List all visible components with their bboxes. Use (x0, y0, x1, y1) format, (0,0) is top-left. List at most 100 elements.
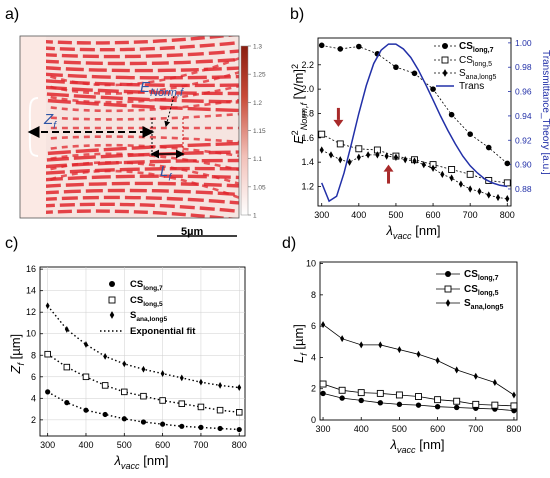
panel-label-c: c) (5, 235, 18, 252)
legend-label: Exponential fit (130, 326, 196, 337)
y-tick-label: 12 (26, 307, 36, 317)
field-map-frame (19, 35, 240, 219)
x-tick-label: 700 (193, 440, 208, 450)
y-tick-label: 6 (31, 372, 36, 382)
data-point (318, 130, 326, 138)
y-axis-title: Lf​ [µm] (291, 324, 309, 363)
data-point (412, 157, 417, 165)
y-tick-label: 2.0 (301, 84, 314, 94)
data-point (477, 187, 482, 196)
legend-label: CSlong,7​ (464, 269, 499, 282)
plot-frame (39, 266, 246, 437)
data-point (336, 140, 344, 148)
x-tick-label: 800 (506, 424, 521, 434)
data-point (319, 146, 324, 154)
data-point (236, 409, 243, 416)
data-point (339, 395, 345, 401)
legend-label: Sana,long5​ (464, 298, 503, 311)
data-point (236, 426, 242, 433)
data-point (198, 378, 203, 386)
data-point (472, 400, 480, 408)
data-point (140, 419, 147, 425)
data-point (503, 179, 511, 187)
y-tick-label: 4 (311, 352, 316, 362)
y-tick-label: 2 (31, 415, 36, 425)
legend-swatch (109, 311, 115, 319)
data-point (340, 335, 345, 343)
data-point (492, 378, 497, 386)
data-point (45, 389, 51, 395)
fringe-focus (39, 152, 239, 172)
y-tick-label: 1.2 (301, 182, 314, 192)
fringe-focus (39, 169, 239, 200)
data-point (397, 346, 402, 354)
x-tick-label: 300 (314, 210, 329, 220)
colorbar-tick-label: 1.3 (253, 44, 262, 51)
data-point (63, 363, 71, 371)
legend-label: Sana,long5​ (459, 68, 497, 81)
data-point (421, 160, 426, 169)
data-point (237, 384, 242, 391)
enorm-pointer (164, 95, 175, 128)
data-point (448, 111, 455, 118)
y-tick-label: 16 (26, 264, 36, 274)
data-point (378, 341, 383, 349)
data-point (458, 180, 463, 188)
legend-swatch (445, 299, 451, 307)
data-point (83, 407, 89, 413)
y-tick-label: 2 (311, 384, 316, 394)
data-point (197, 403, 205, 411)
data-point (359, 341, 364, 349)
data-point (485, 144, 492, 151)
legend-label: CSlong,5​ (464, 284, 499, 297)
fringe-focus (39, 56, 239, 87)
data-point (453, 404, 460, 411)
y-tick-label: 6 (311, 321, 316, 331)
plot-frame (317, 37, 512, 207)
data-point (338, 156, 343, 164)
series-line (322, 324, 515, 396)
y-tick-label: 1.4 (301, 157, 314, 167)
y-tick-label: 4 (31, 393, 36, 403)
data-point (434, 404, 441, 410)
data-point (468, 185, 473, 193)
field-map-panel: 1.3 1.25 1.2 1.15 1.1 1.05 1 5µm Zf​ ENorm,f Lf​ (19, 35, 266, 238)
data-point (198, 424, 204, 430)
colorbar-tick-label: 1.05 (253, 184, 266, 191)
legend-label: CSlong,5​ (459, 55, 492, 68)
data-point (358, 397, 364, 404)
data-point (415, 402, 422, 408)
x-axis-title: λvacc​ [nm] (390, 437, 445, 455)
colorbar-tick-label: 1.25 (253, 72, 266, 79)
lf-chart: 300 400 500 600 700 800 0 2 4 6 8 10 λvacc​ [nm] Lf​ … (291, 259, 521, 455)
x-tick-label: 600 (430, 424, 445, 434)
y-tick-label: 14 (26, 286, 36, 296)
x-tick-label: 500 (117, 440, 132, 450)
fringe-focus (39, 70, 239, 95)
data-point (179, 423, 185, 429)
data-point (467, 131, 473, 137)
data-point (319, 380, 327, 388)
legend-swatch (108, 296, 116, 304)
data-point (491, 401, 499, 409)
data-point (403, 156, 408, 164)
data-point (178, 400, 186, 407)
data-point (141, 365, 146, 373)
fringe-top (20, 96, 239, 113)
data-point (64, 400, 70, 406)
y-tick-label: 8 (311, 290, 316, 300)
data-point (415, 393, 422, 400)
panel-label-d: d) (282, 235, 296, 252)
data-point (504, 160, 511, 167)
x-tick-label: 600 (155, 440, 170, 450)
data-point (395, 391, 403, 399)
data-point (159, 397, 166, 404)
y-axis-title: Zf​ [µm] (8, 334, 26, 375)
data-point (430, 164, 436, 172)
data-point (396, 401, 403, 408)
data-point (511, 391, 516, 399)
highlight-arrowhead (333, 119, 344, 127)
data-point (510, 402, 518, 410)
series-trans-line (321, 43, 508, 203)
zf-annotation-text: Zf​ (43, 111, 57, 132)
